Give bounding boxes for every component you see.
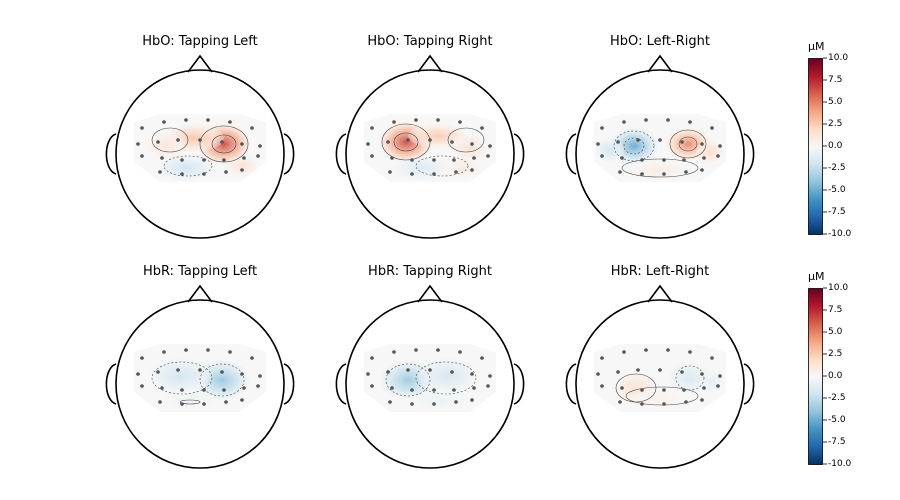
topomap-hbr-diff <box>550 278 770 498</box>
colorbar-tick-mark <box>823 189 828 191</box>
figure: HbO: Tapping Left HbO: Tapping Right HbO: … <box>0 0 900 500</box>
colorbar-tick-mark <box>823 233 828 235</box>
colorbar-tick: 2.5 <box>828 349 842 359</box>
colorbar-tick: 2.5 <box>828 119 842 129</box>
colorbar-tick-mark <box>823 57 828 59</box>
colorbar-tick: 0.0 <box>828 371 842 381</box>
colorbar-tick-mark <box>823 287 828 289</box>
colorbar-tick-mark <box>823 397 828 399</box>
colorbar-tick: 10.0 <box>828 53 848 63</box>
topomap-fill <box>134 114 266 182</box>
cbar-bottom <box>808 288 824 466</box>
colorbar-tick-mark <box>823 309 828 311</box>
panel-title: HbO: Tapping Right <box>320 34 540 49</box>
colorbar-tick-mark <box>823 331 828 333</box>
colorbar-tick: 10.0 <box>828 283 848 293</box>
colorbar-tick-mark <box>823 375 828 377</box>
topomap-fill <box>594 114 726 182</box>
colorbar-tick: 5.0 <box>828 327 842 337</box>
topomap-fill <box>364 114 496 182</box>
colorbar-tick: 7.5 <box>828 75 842 85</box>
colorbar-tick: -2.5 <box>828 163 846 173</box>
topomap-hbo-right <box>320 48 540 268</box>
colorbar-tick: 5.0 <box>828 97 842 107</box>
colorbar-tick-mark <box>823 441 828 443</box>
colorbar-tick: -7.5 <box>828 207 846 217</box>
panel-title: HbO: Tapping Left <box>90 34 310 49</box>
topomap-hbo-diff <box>550 48 770 268</box>
colorbar-tick: -10.0 <box>828 459 851 469</box>
colorbar-label: µM <box>808 270 825 283</box>
colorbar-tick-mark <box>823 167 828 169</box>
cbar-top <box>808 58 824 236</box>
colorbar-tick-mark <box>823 123 828 125</box>
colorbar-tick: -7.5 <box>828 437 846 447</box>
colorbar-tick: 0.0 <box>828 141 842 151</box>
panel-title: HbR: Tapping Right <box>320 264 540 279</box>
colorbar-tick: -2.5 <box>828 393 846 403</box>
colorbar-tick-mark <box>823 211 828 213</box>
colorbar-tick-mark <box>823 79 828 81</box>
topomap-fill <box>594 344 726 412</box>
colorbar-tick-mark <box>823 419 828 421</box>
colorbar-tick: 7.5 <box>828 305 842 315</box>
colorbar-tick-mark <box>823 145 828 147</box>
topomap-hbr-left <box>90 278 310 498</box>
panel-title: HbR: Tapping Left <box>90 264 310 279</box>
panel-title: HbR: Left-Right <box>550 264 770 279</box>
topomap-hbo-left <box>90 48 310 268</box>
colorbar-tick-mark <box>823 463 828 465</box>
colorbar-label: µM <box>808 40 825 53</box>
panel-title: HbO: Left-Right <box>550 34 770 49</box>
colorbar-tick: -5.0 <box>828 185 846 195</box>
colorbar-tick-mark <box>823 101 828 103</box>
topomap-hbr-right <box>320 278 540 498</box>
colorbar-tick: -10.0 <box>828 229 851 239</box>
colorbar-tick-mark <box>823 353 828 355</box>
colorbar-tick: -5.0 <box>828 415 846 425</box>
